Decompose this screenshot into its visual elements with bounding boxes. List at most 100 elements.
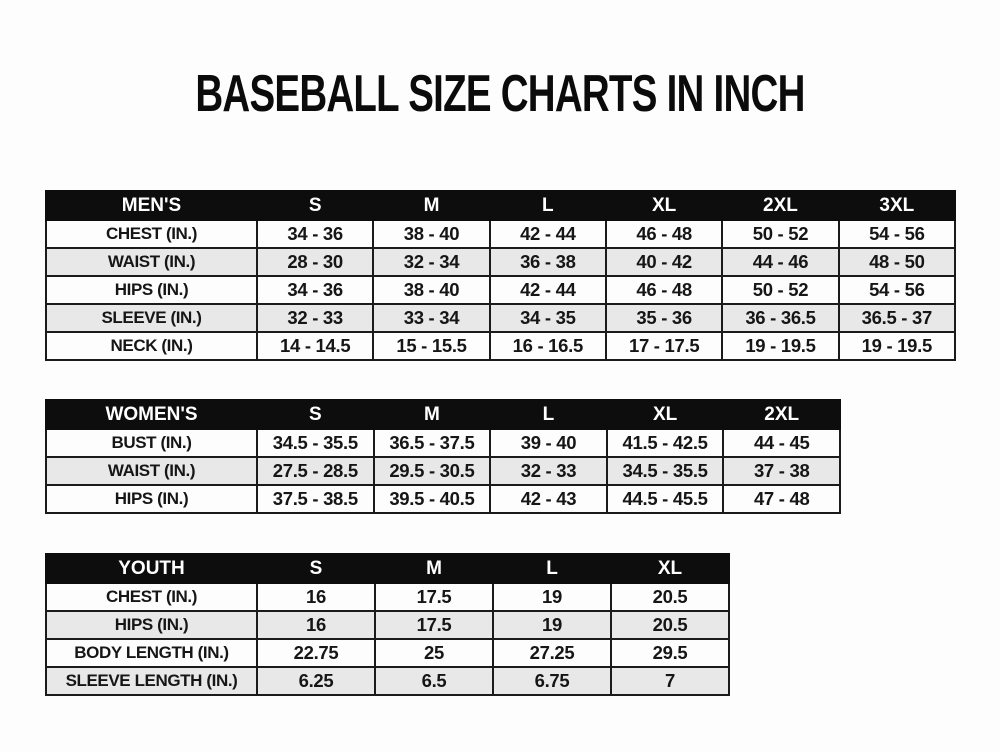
womens-size-table-container: WOMEN'S S M L XL 2XL BUST (IN.) 34.5 - 35.5 36.5…	[45, 399, 841, 514]
size-value-cell: 32 - 33	[255, 303, 375, 333]
size-value-cell: 50 - 52	[721, 219, 840, 249]
table-row: WAIST (IN.) 27.5 - 28.5 29.5 - 30.5 32 - 33…	[45, 456, 841, 486]
size-value-cell: 28 - 30	[255, 247, 375, 277]
size-value-cell: 15 - 15.5	[372, 331, 491, 361]
size-column-header: 2XL	[721, 190, 840, 221]
size-value-cell: 50 - 52	[721, 275, 840, 305]
size-value-cell: 46 - 48	[604, 275, 724, 305]
size-column-header: S	[256, 399, 375, 430]
table-row: CHEST (IN.) 16 17.5 19 20.5	[45, 582, 730, 612]
size-value-cell: 48 - 50	[837, 247, 957, 277]
youth-group-label: YOUTH	[45, 553, 258, 584]
page-title: BASEBALL SIZE CHARTS IN INCH	[195, 65, 805, 123]
size-value-cell: 34 - 36	[255, 219, 375, 249]
size-value-cell: 19	[492, 582, 612, 612]
size-column-header: L	[489, 399, 608, 430]
size-value-cell: 29.5	[610, 638, 730, 668]
row-label-cell: BODY LENGTH (IN.)	[45, 638, 258, 668]
mens-group-label: MEN'S	[45, 190, 258, 221]
size-value-cell: 37.5 - 38.5	[256, 484, 375, 514]
row-label-cell: NECK (IN.)	[45, 331, 258, 361]
size-value-cell: 36.5 - 37.5	[372, 428, 492, 458]
row-label-cell: BUST (IN.)	[45, 428, 258, 458]
table-row: BODY LENGTH (IN.) 22.75 25 27.25 29.5	[45, 638, 730, 668]
size-column-header: M	[372, 399, 492, 430]
size-value-cell: 34 - 36	[255, 275, 375, 305]
size-column-header: L	[492, 553, 612, 584]
size-value-cell: 14 - 14.5	[255, 331, 375, 361]
size-value-cell: 22.75	[256, 638, 376, 668]
size-column-header: 2XL	[722, 399, 841, 430]
size-value-cell: 37 - 38	[722, 456, 841, 486]
size-value-cell: 6.25	[256, 666, 376, 696]
size-column-header: XL	[605, 399, 725, 430]
size-value-cell: 17.5	[374, 610, 494, 640]
mens-size-table: MEN'S S M L XL 2XL 3XL CHEST (IN.) 34 - 36 38 - 4…	[45, 190, 957, 361]
size-value-cell: 32 - 34	[372, 247, 491, 277]
size-value-cell: 7	[610, 666, 730, 696]
size-value-cell: 17 - 17.5	[604, 331, 724, 361]
size-value-cell: 47 - 48	[722, 484, 841, 514]
row-label-cell: SLEEVE (IN.)	[45, 303, 258, 333]
size-value-cell: 6.5	[374, 666, 494, 696]
size-value-cell: 29.5 - 30.5	[372, 456, 492, 486]
size-column-header: 3XL	[837, 190, 957, 221]
size-column-header: L	[488, 190, 607, 221]
mens-size-table-container: MEN'S S M L XL 2XL 3XL CHEST (IN.) 34 - 36 38 - 4…	[45, 190, 957, 361]
size-value-cell: 6.75	[492, 666, 612, 696]
size-value-cell: 34.5 - 35.5	[256, 428, 375, 458]
size-column-header: S	[255, 190, 375, 221]
size-value-cell: 44 - 45	[722, 428, 841, 458]
table-row: SLEEVE (IN.) 32 - 33 33 - 34 34 - 35 35 - 36…	[45, 303, 957, 333]
size-value-cell: 42 - 44	[488, 219, 607, 249]
size-value-cell: 27.5 - 28.5	[256, 456, 375, 486]
size-value-cell: 20.5	[610, 582, 730, 612]
size-value-cell: 39.5 - 40.5	[372, 484, 492, 514]
size-value-cell: 54 - 56	[837, 219, 957, 249]
size-value-cell: 27.25	[492, 638, 612, 668]
youth-size-table-container: YOUTH S M L XL CHEST (IN.) 16 17.5 19 20.5 HIPS (I…	[45, 553, 730, 696]
size-value-cell: 54 - 56	[837, 275, 957, 305]
size-value-cell: 16 - 16.5	[488, 331, 607, 361]
size-value-cell: 19 - 19.5	[837, 331, 957, 361]
size-value-cell: 42 - 44	[488, 275, 607, 305]
size-column-header: S	[256, 553, 376, 584]
size-value-cell: 41.5 - 42.5	[605, 428, 725, 458]
youth-size-table: YOUTH S M L XL CHEST (IN.) 16 17.5 19 20.5 HIPS (I…	[45, 553, 730, 696]
row-label-cell: WAIST (IN.)	[45, 456, 258, 486]
womens-size-table: WOMEN'S S M L XL 2XL BUST (IN.) 34.5 - 35.5 36.5…	[45, 399, 841, 514]
table-row: NECK (IN.) 14 - 14.5 15 - 15.5 16 - 16.5 17 …	[45, 331, 957, 361]
size-column-header: M	[372, 190, 491, 221]
table-row: BUST (IN.) 34.5 - 35.5 36.5 - 37.5 39 - 40 4…	[45, 428, 841, 458]
row-label-cell: WAIST (IN.)	[45, 247, 258, 277]
row-label-cell: HIPS (IN.)	[45, 275, 258, 305]
row-label-cell: CHEST (IN.)	[45, 219, 258, 249]
size-value-cell: 39 - 40	[489, 428, 608, 458]
table-row: CHEST (IN.) 34 - 36 38 - 40 42 - 44 46 - 48 5…	[45, 219, 957, 249]
row-label-cell: CHEST (IN.)	[45, 582, 258, 612]
size-value-cell: 34 - 35	[488, 303, 607, 333]
table-row: HIPS (IN.) 37.5 - 38.5 39.5 - 40.5 42 - 43 4…	[45, 484, 841, 514]
womens-group-label: WOMEN'S	[45, 399, 258, 430]
table-row: HIPS (IN.) 16 17.5 19 20.5	[45, 610, 730, 640]
size-value-cell: 16	[256, 582, 376, 612]
size-value-cell: 44 - 46	[721, 247, 840, 277]
size-value-cell: 20.5	[610, 610, 730, 640]
table-row: SLEEVE LENGTH (IN.) 6.25 6.5 6.75 7	[45, 666, 730, 696]
size-value-cell: 17.5	[374, 582, 494, 612]
size-value-cell: 36.5 - 37	[837, 303, 957, 333]
size-column-header: M	[374, 553, 494, 584]
size-value-cell: 33 - 34	[372, 303, 491, 333]
size-value-cell: 40 - 42	[604, 247, 724, 277]
size-value-cell: 38 - 40	[372, 275, 491, 305]
row-label-cell: SLEEVE LENGTH (IN.)	[45, 666, 258, 696]
size-value-cell: 34.5 - 35.5	[605, 456, 725, 486]
size-value-cell: 19	[492, 610, 612, 640]
size-value-cell: 35 - 36	[604, 303, 724, 333]
size-value-cell: 44.5 - 45.5	[605, 484, 725, 514]
size-value-cell: 36 - 38	[488, 247, 607, 277]
womens-header-row: WOMEN'S S M L XL 2XL	[45, 399, 841, 430]
table-row: HIPS (IN.) 34 - 36 38 - 40 42 - 44 46 - 48 50…	[45, 275, 957, 305]
row-label-cell: HIPS (IN.)	[45, 610, 258, 640]
